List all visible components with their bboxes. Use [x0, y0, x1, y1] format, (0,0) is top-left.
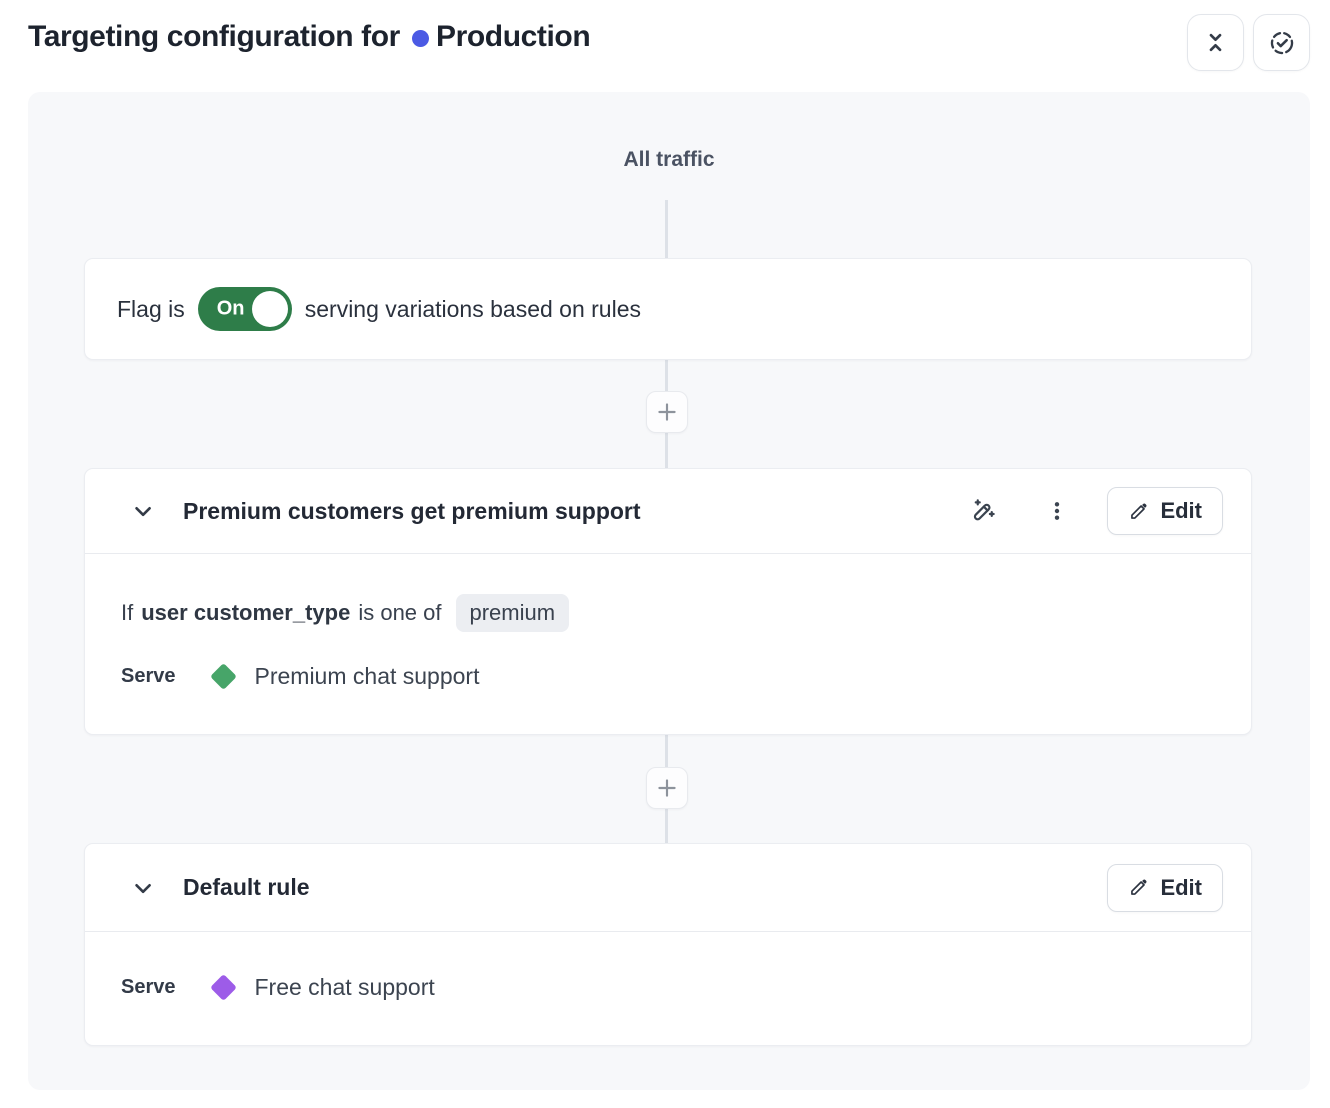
clause-operator: is one of: [358, 600, 442, 625]
targeting-panel: All traffic Flag is On serving variation…: [28, 92, 1310, 1090]
environment-dot-icon: [411, 29, 429, 47]
rule-header: Default rule Edit: [85, 844, 1251, 932]
clause-value-chip: premium: [455, 594, 570, 632]
variation-name: Premium chat support: [254, 663, 480, 689]
rule-clause: If user customer_type is one of premium: [121, 594, 1215, 632]
connector-line: [665, 200, 668, 258]
rule-collapse-button[interactable]: [129, 498, 155, 524]
plus-icon: [654, 775, 680, 801]
rule-magic-button[interactable]: [963, 491, 1003, 531]
collapse-vertical-icon: [1202, 29, 1229, 56]
serve-label: Serve: [121, 976, 176, 998]
variation-name: Free chat support: [254, 974, 435, 1000]
serve-label: Serve: [121, 665, 176, 687]
rule-body: If user customer_type is one of premium …: [85, 554, 1251, 690]
flag-status-suffix: serving variations based on rules: [304, 295, 641, 322]
variation-diamond-icon: [209, 974, 237, 1001]
rule-body: Serve Free chat support: [85, 932, 1251, 1001]
clause-attribute: user customer_type: [141, 600, 351, 625]
rule-header: Premium customers get premium support: [85, 469, 1251, 554]
chevron-down-icon: [129, 498, 155, 524]
flag-toggle-label: On: [216, 297, 245, 320]
default-rule-edit-button[interactable]: Edit: [1107, 863, 1223, 912]
page-title-text: Targeting configuration for: [28, 20, 400, 53]
clause-if-label: If: [121, 600, 134, 625]
rule-card-default: Default rule Edit Serve Free ch: [84, 843, 1252, 1046]
rule-collapse-button[interactable]: [129, 875, 155, 901]
rule-edit-label: Edit: [1160, 498, 1202, 523]
chevron-down-icon: [129, 875, 155, 901]
page-title: Targeting configuration for Production: [28, 20, 591, 54]
rule-serve-row: Serve Premium chat support: [121, 663, 1215, 690]
review-changes-button[interactable]: [1253, 14, 1310, 71]
magic-wand-icon: [969, 497, 997, 525]
top-bar: Targeting configuration for Production: [0, 0, 1330, 84]
flag-toggle-knob: [251, 291, 288, 327]
rule-card-premium: Premium customers get premium support: [84, 468, 1252, 735]
flag-status-card: Flag is On serving variations based on r…: [84, 258, 1252, 360]
top-actions: [1187, 14, 1310, 71]
flag-status-prefix: Flag is: [117, 295, 185, 322]
collapse-all-button[interactable]: [1187, 14, 1244, 71]
plus-icon: [654, 399, 680, 425]
add-rule-button-bottom[interactable]: [646, 767, 688, 809]
rule-name: Premium customers get premium support: [183, 497, 641, 524]
variation-diamond-icon: [209, 663, 237, 690]
pencil-icon: [1128, 877, 1149, 898]
flag-toggle[interactable]: On: [197, 287, 292, 331]
add-rule-button-top[interactable]: [646, 391, 688, 433]
rule-edit-label: Edit: [1160, 874, 1202, 900]
rule-serve-row: Serve Free chat support: [121, 974, 1215, 1001]
environment-name: Production: [435, 20, 591, 53]
rule-edit-button[interactable]: Edit: [1107, 487, 1223, 535]
overflow-menu-icon: [1045, 498, 1069, 524]
pencil-icon: [1128, 501, 1149, 522]
rule-overflow-menu-button[interactable]: [1039, 492, 1075, 530]
all-traffic-label: All traffic: [623, 148, 715, 171]
rule-name: Default rule: [183, 874, 310, 900]
review-check-icon: [1268, 29, 1296, 57]
